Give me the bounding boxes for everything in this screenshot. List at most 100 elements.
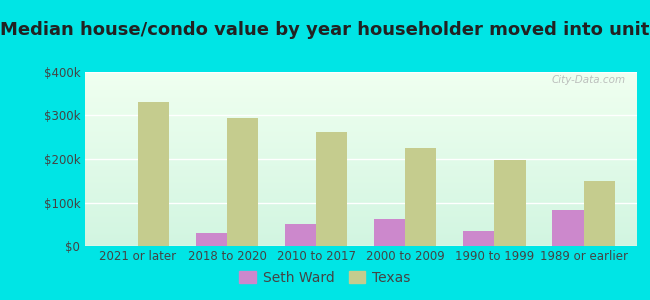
Bar (84, 120, 637, 121)
Bar (84, 121, 637, 122)
Bar (463, 231, 495, 246)
Bar (84, 73, 637, 74)
Bar (84, 172, 637, 173)
Bar (84, 206, 637, 207)
Bar (84, 240, 637, 241)
Bar (84, 82, 637, 83)
Bar (84, 101, 637, 102)
Bar (84, 118, 637, 119)
Bar (84, 126, 637, 127)
Bar (84, 130, 637, 131)
Bar (84, 105, 637, 106)
Bar (84, 124, 637, 125)
Bar (84, 162, 637, 163)
Bar (84, 128, 637, 129)
Bar (84, 106, 637, 107)
Bar (84, 115, 637, 116)
Bar (84, 72, 637, 73)
Bar (84, 213, 637, 214)
Bar (84, 112, 637, 113)
Bar (84, 241, 637, 242)
Bar (84, 75, 637, 76)
Bar (84, 170, 637, 171)
Bar (84, 212, 637, 213)
Bar (227, 118, 258, 246)
Bar (84, 91, 637, 92)
Bar (84, 226, 637, 227)
Bar (84, 205, 637, 206)
Bar (84, 192, 637, 193)
Bar (84, 214, 637, 215)
Bar (84, 207, 637, 208)
Bar (84, 151, 637, 152)
Bar (84, 202, 637, 203)
Bar (84, 158, 637, 159)
Bar (84, 90, 637, 91)
Bar (84, 217, 637, 218)
Bar (84, 230, 637, 231)
Bar (84, 141, 637, 142)
Bar (84, 87, 637, 88)
Bar (84, 146, 637, 147)
Bar (84, 108, 637, 109)
Bar (84, 148, 637, 149)
Bar (84, 92, 637, 93)
Bar (84, 160, 637, 161)
Bar (84, 89, 637, 90)
Bar (84, 81, 637, 82)
Bar (406, 148, 437, 246)
Bar (84, 232, 637, 233)
Bar (316, 132, 347, 246)
Bar (84, 107, 637, 108)
Bar (84, 238, 637, 239)
Bar (84, 154, 637, 155)
Bar (84, 190, 637, 191)
Bar (84, 83, 637, 84)
Bar (84, 188, 637, 189)
Bar (84, 138, 637, 139)
Bar (84, 117, 637, 118)
Bar (84, 145, 637, 146)
Bar (84, 134, 637, 135)
Bar (84, 86, 637, 87)
Bar (84, 77, 637, 78)
Bar (84, 198, 637, 199)
Bar (84, 168, 637, 169)
Bar (84, 203, 637, 204)
Bar (84, 239, 637, 240)
Bar (84, 200, 637, 201)
Bar (84, 219, 637, 220)
Bar (84, 114, 637, 115)
Bar (84, 180, 637, 181)
Bar (84, 95, 637, 96)
Bar (84, 169, 637, 170)
Bar (84, 103, 637, 104)
Bar (84, 76, 637, 77)
Bar (84, 196, 637, 197)
Bar (84, 119, 637, 120)
Bar (84, 94, 637, 95)
Bar (84, 244, 637, 245)
Bar (84, 155, 637, 156)
Bar (84, 218, 637, 219)
Legend: Seth Ward, Texas: Seth Ward, Texas (234, 265, 416, 290)
Bar (84, 189, 637, 190)
Bar (84, 157, 637, 158)
Bar (84, 139, 637, 140)
Bar (84, 177, 637, 178)
Bar (84, 125, 637, 126)
Bar (84, 228, 637, 229)
Bar (84, 167, 637, 168)
Bar (84, 127, 637, 128)
Bar (84, 178, 637, 179)
Bar (84, 88, 637, 89)
Bar (84, 208, 637, 209)
Bar (84, 242, 637, 243)
Bar (84, 195, 637, 196)
Bar (84, 223, 637, 224)
Bar (84, 174, 637, 175)
Bar (84, 111, 637, 112)
Bar (84, 144, 637, 145)
Bar (84, 99, 637, 100)
Bar (84, 235, 637, 236)
